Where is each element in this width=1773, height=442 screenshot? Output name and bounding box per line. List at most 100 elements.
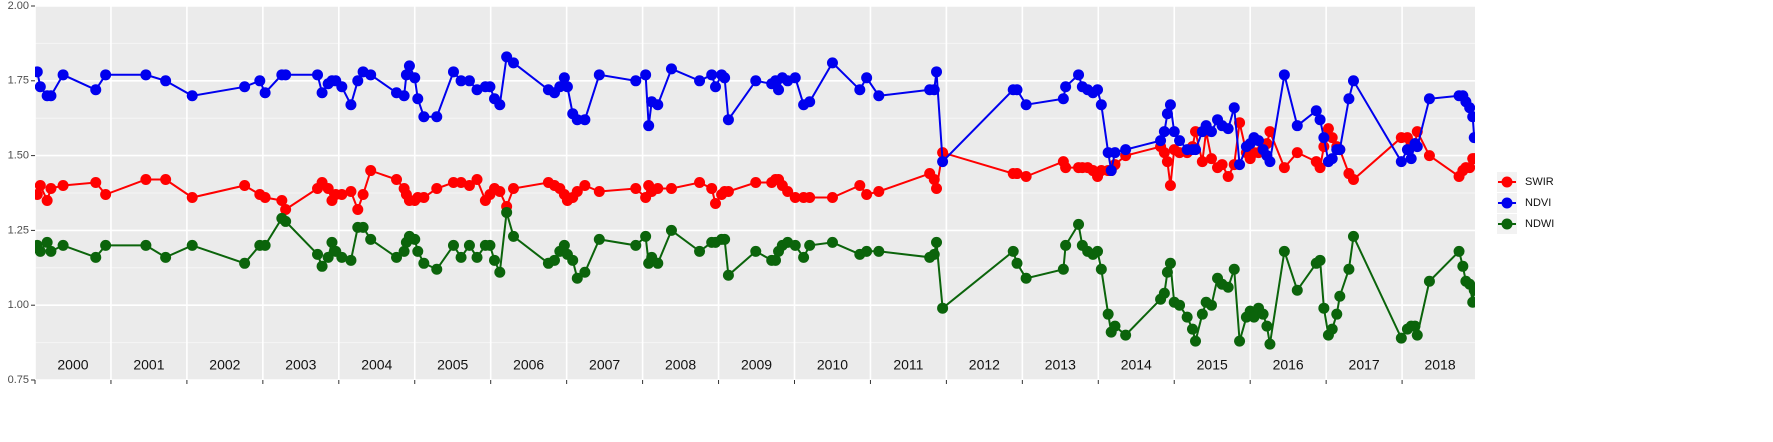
- data-point: [280, 215, 292, 227]
- data-point: [400, 69, 412, 81]
- data-point: [1120, 329, 1132, 341]
- data-point: [1453, 245, 1465, 257]
- data-point: [471, 84, 483, 96]
- data-point: [1423, 150, 1435, 162]
- data-point: [1060, 162, 1072, 174]
- data-point: [100, 69, 112, 81]
- y-tick-label: 0.75: [8, 374, 29, 386]
- data-point: [345, 186, 357, 198]
- data-point: [259, 191, 271, 203]
- data-point: [494, 99, 506, 111]
- data-point: [45, 90, 57, 102]
- data-point: [719, 233, 731, 245]
- data-point: [782, 186, 794, 198]
- y-tick-label: 1.25: [8, 224, 29, 236]
- data-point: [316, 260, 328, 272]
- data-point: [160, 75, 172, 87]
- data-point: [41, 194, 53, 206]
- data-point: [1278, 245, 1290, 257]
- data-point: [652, 99, 664, 111]
- data-point: [1164, 180, 1176, 192]
- data-point: [160, 251, 172, 263]
- data-point: [1261, 320, 1273, 332]
- data-point: [412, 93, 424, 105]
- data-point: [665, 183, 677, 195]
- year-label: 2011: [893, 357, 923, 373]
- data-point: [316, 87, 328, 99]
- data-point: [1011, 84, 1023, 96]
- data-point: [773, 84, 785, 96]
- data-point: [665, 224, 677, 236]
- year-label: 2002: [209, 357, 240, 373]
- plot-marks: [35, 51, 1475, 350]
- data-point: [861, 245, 873, 257]
- data-point: [873, 245, 885, 257]
- data-point: [280, 203, 292, 215]
- data-point: [365, 69, 377, 81]
- data-point: [630, 239, 642, 251]
- data-point: [1326, 153, 1338, 165]
- data-point: [1411, 141, 1423, 153]
- data-point: [1347, 75, 1359, 87]
- data-point: [593, 186, 605, 198]
- data-point: [409, 72, 421, 84]
- data-point: [418, 257, 430, 269]
- data-point: [1011, 168, 1023, 180]
- year-label: 2013: [1045, 357, 1076, 373]
- data-point: [1174, 135, 1186, 147]
- year-label: 2009: [741, 357, 772, 373]
- data-point: [1318, 302, 1330, 314]
- data-point: [1196, 308, 1208, 320]
- data-point: [365, 233, 377, 245]
- data-point: [1092, 84, 1104, 96]
- data-point: [239, 81, 251, 93]
- data-point: [1057, 93, 1069, 105]
- data-point: [571, 186, 583, 198]
- data-point: [1331, 308, 1343, 320]
- legend-label: NDWI: [1525, 218, 1554, 230]
- year-label: 2006: [513, 357, 544, 373]
- data-point: [1109, 147, 1121, 159]
- data-point: [431, 183, 443, 195]
- data-point: [41, 236, 53, 248]
- data-point: [1158, 287, 1170, 299]
- data-point: [652, 183, 664, 195]
- data-point: [804, 191, 816, 203]
- data-point: [1278, 162, 1290, 174]
- data-point: [35, 66, 43, 78]
- data-point: [804, 96, 816, 108]
- data-point: [1257, 308, 1269, 320]
- data-point: [254, 75, 266, 87]
- data-point: [352, 75, 364, 87]
- data-point: [579, 114, 591, 126]
- data-point: [345, 99, 357, 111]
- data-point: [1334, 290, 1346, 302]
- data-point: [706, 69, 718, 81]
- data-point: [1423, 93, 1435, 105]
- data-point: [1222, 123, 1234, 135]
- data-point: [1168, 126, 1180, 138]
- data-point: [494, 266, 506, 278]
- data-point: [1248, 311, 1260, 323]
- data-point: [579, 266, 591, 278]
- data-point: [706, 183, 718, 195]
- data-point: [35, 180, 46, 192]
- data-point: [1457, 260, 1469, 272]
- data-point: [1020, 272, 1032, 284]
- data-point: [1060, 81, 1072, 93]
- data-point: [90, 177, 102, 189]
- data-point: [1011, 257, 1023, 269]
- data-point: [1186, 323, 1198, 335]
- year-label: 2014: [1121, 357, 1152, 373]
- data-point: [798, 251, 810, 263]
- data-point: [1105, 165, 1117, 177]
- year-label: 2004: [361, 357, 392, 373]
- data-point: [1343, 263, 1355, 275]
- data-point: [1264, 156, 1276, 168]
- data-point: [455, 251, 467, 263]
- data-point: [710, 197, 722, 209]
- data-point: [640, 69, 652, 81]
- data-point: [357, 221, 369, 233]
- data-point: [1314, 254, 1326, 266]
- data-point: [57, 69, 69, 81]
